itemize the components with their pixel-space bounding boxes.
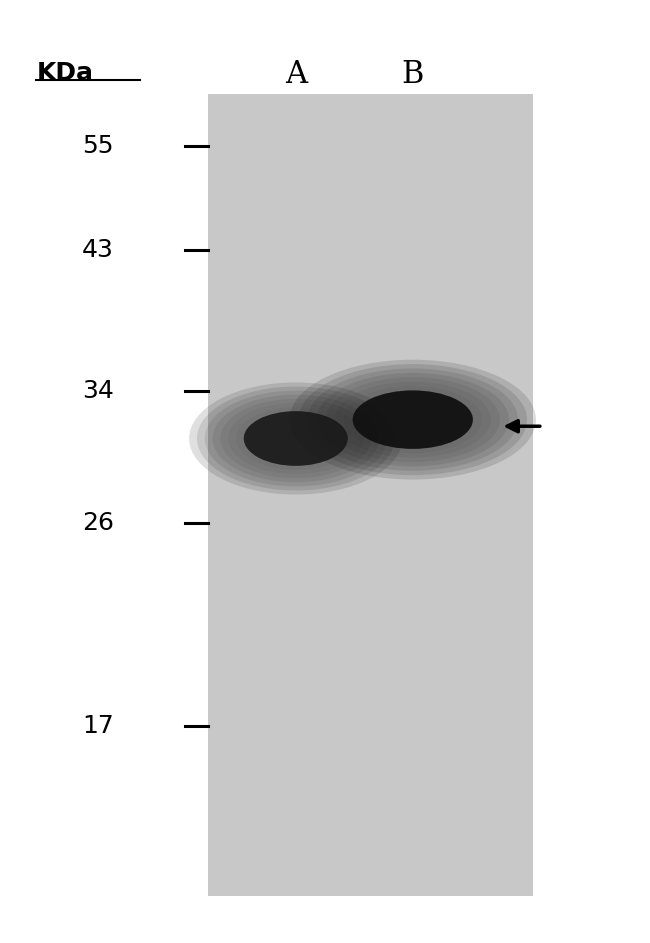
Ellipse shape xyxy=(197,387,395,490)
Text: 43: 43 xyxy=(82,238,114,262)
Text: 17: 17 xyxy=(82,714,114,738)
Text: 55: 55 xyxy=(83,134,114,158)
Ellipse shape xyxy=(317,372,509,467)
Bar xyxy=(208,94,533,896)
Ellipse shape xyxy=(307,369,518,471)
Text: A: A xyxy=(285,58,307,90)
Text: 34: 34 xyxy=(82,379,114,404)
Ellipse shape xyxy=(205,390,387,487)
Ellipse shape xyxy=(189,383,402,494)
Text: 26: 26 xyxy=(82,511,114,536)
Ellipse shape xyxy=(220,399,371,478)
Ellipse shape xyxy=(228,403,363,474)
Ellipse shape xyxy=(326,377,500,462)
Ellipse shape xyxy=(213,395,379,482)
Text: B: B xyxy=(402,58,424,90)
Ellipse shape xyxy=(289,359,536,480)
Text: KDa: KDa xyxy=(36,61,94,85)
Ellipse shape xyxy=(244,411,348,466)
Ellipse shape xyxy=(352,390,473,449)
Ellipse shape xyxy=(298,364,527,475)
Ellipse shape xyxy=(335,382,491,457)
